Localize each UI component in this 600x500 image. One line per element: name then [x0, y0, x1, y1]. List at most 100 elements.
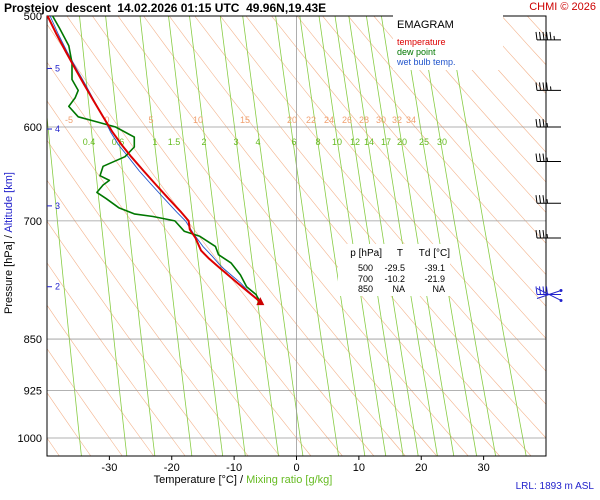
mixing-ratio-label: 6: [291, 137, 296, 147]
wet-bulb-profile: [49, 15, 261, 303]
table-cell: -21.9: [424, 274, 445, 284]
y-axis-label: Pressure [hPa] / Altitude [km]: [3, 172, 15, 314]
dry-adiabat-label: 5: [148, 115, 153, 125]
mixing-ratio-line: [380, 16, 455, 456]
wind-barb-dot: [559, 298, 563, 302]
table-cell: 500: [357, 263, 373, 273]
mixing-ratio-label: 30: [437, 137, 447, 147]
dry-adiabat-label: 0: [104, 115, 109, 125]
table-header-td: Td [°C]: [418, 248, 450, 259]
wind-barb-feather: [539, 82, 541, 91]
y-tick-label: 700: [24, 216, 42, 228]
mixing-ratio-line: [419, 16, 497, 456]
station-title: Prostejov descent 14.02.2026 01:15 UTC 4…: [4, 1, 327, 15]
dry-adiabat: [92, 16, 438, 456]
mixing-ratio-line: [189, 16, 246, 456]
wind-barb-feather: [535, 31, 538, 40]
table-cell: NA: [432, 284, 445, 294]
altitude-tick-label: 2: [55, 282, 60, 292]
dry-adiabat-label: 34: [406, 115, 416, 125]
x-tick-label: 10: [353, 462, 365, 474]
table-header-t: T: [396, 248, 403, 259]
dry-adiabat: [47, 304, 155, 456]
dry-adiabat: [47, 100, 312, 456]
wind-barb-feather: [535, 153, 538, 162]
dry-adiabat: [347, 16, 546, 244]
dry-adiabat: [47, 139, 280, 456]
dry-adiabat: [117, 16, 469, 456]
wind-barb-feather: [539, 229, 541, 239]
mixing-ratio-label: 20: [397, 137, 407, 147]
wind-barb-feather: [539, 153, 541, 162]
mixing-ratio-label: 17: [381, 137, 391, 147]
dry-adiabat: [501, 16, 546, 66]
dry-adiabat: [450, 16, 546, 124]
wind-barb-feather: [546, 122, 548, 128]
x-axis-label: Temperature [°C] / Mixing ratio [g/kg]: [154, 474, 333, 486]
legend-title: EMAGRAM: [397, 19, 454, 31]
dry-adiabat: [544, 0, 600, 468]
wind-barb-feather: [546, 233, 548, 239]
mixing-ratio-line: [242, 16, 304, 456]
x-tick-label: -20: [164, 462, 180, 474]
mixing-ratio-line: [47, 112, 82, 456]
dry-adiabat: [475, 16, 546, 94]
x-tick-label: 30: [478, 462, 490, 474]
mixing-ratio-line: [79, 16, 128, 456]
mixing-ratio-line: [168, 16, 224, 456]
y-axis-label-pressure: Pressure [hPa]: [3, 238, 15, 314]
wind-barb-feather: [542, 195, 545, 204]
wind-barb-feather: [542, 31, 545, 40]
altitude-tick-label: 5: [55, 63, 60, 73]
y-axis-label-separator: /: [3, 233, 15, 239]
wind-barb-feather: [535, 286, 538, 295]
dry-adiabat: [322, 16, 546, 275]
legend-wet-bulb: wet bulb temp.: [397, 57, 456, 67]
wind-barb-feather: [542, 229, 545, 239]
dry-adiabat: [47, 392, 92, 456]
y-tick-label: 1000: [18, 433, 42, 445]
wind-barb-feather: [535, 229, 538, 239]
y-tick-label: 500: [24, 11, 42, 23]
dry-adiabat-label: 10: [193, 115, 203, 125]
dew-point-profile: [51, 15, 261, 303]
x-tick-label: 20: [415, 462, 427, 474]
dry-adiabat: [399, 16, 546, 183]
mixing-ratio-label: 3: [233, 137, 238, 147]
dry-adiabat: [47, 23, 375, 456]
x-axis-label-separator: /: [240, 474, 246, 486]
wind-barb-feather: [535, 118, 538, 128]
wind-barb-feather: [542, 286, 545, 295]
y-tick-label: 600: [24, 122, 42, 134]
wind-barb: [535, 31, 561, 41]
mixing-ratio-label: 25: [419, 137, 429, 147]
mixing-ratio-line: [401, 16, 478, 456]
mixing-ratio-line: [139, 16, 193, 456]
x-axis-label-mixing: Mixing ratio [g/kg]: [246, 474, 332, 486]
mixing-ratio-label: 0.6: [112, 137, 125, 147]
mixing-ratio-line: [105, 16, 156, 456]
x-tick-label: 0: [293, 462, 299, 474]
wind-barb-feather: [542, 82, 545, 91]
mixing-ratio-line: [447, 16, 527, 456]
table-header-p: p [hPa]: [350, 248, 382, 259]
dry-adiabat-label: 22: [306, 115, 316, 125]
wind-barb-feather: [550, 86, 552, 91]
table-cell: -29.5: [384, 263, 405, 273]
wind-barb-feather: [546, 82, 548, 91]
wind-barb-feather: [539, 31, 541, 40]
table-cell: -10.2: [384, 274, 405, 284]
wind-barb: [535, 82, 561, 91]
table-cell: NA: [392, 284, 405, 294]
mixing-ratio-label: 0.4: [83, 137, 96, 147]
mixing-ratio-label: 10: [332, 137, 342, 147]
altitude-tick-label: 4: [55, 124, 60, 134]
dry-adiabat-label: 32: [392, 115, 402, 125]
legend: [393, 15, 503, 70]
wind-barb-feather: [542, 153, 545, 162]
mixing-ratio-label: 2: [201, 137, 206, 147]
dry-adiabat: [526, 16, 546, 37]
y-tick-label: 850: [24, 334, 42, 346]
dry-adiabat: [47, 61, 343, 456]
dry-adiabat: [47, 348, 123, 456]
